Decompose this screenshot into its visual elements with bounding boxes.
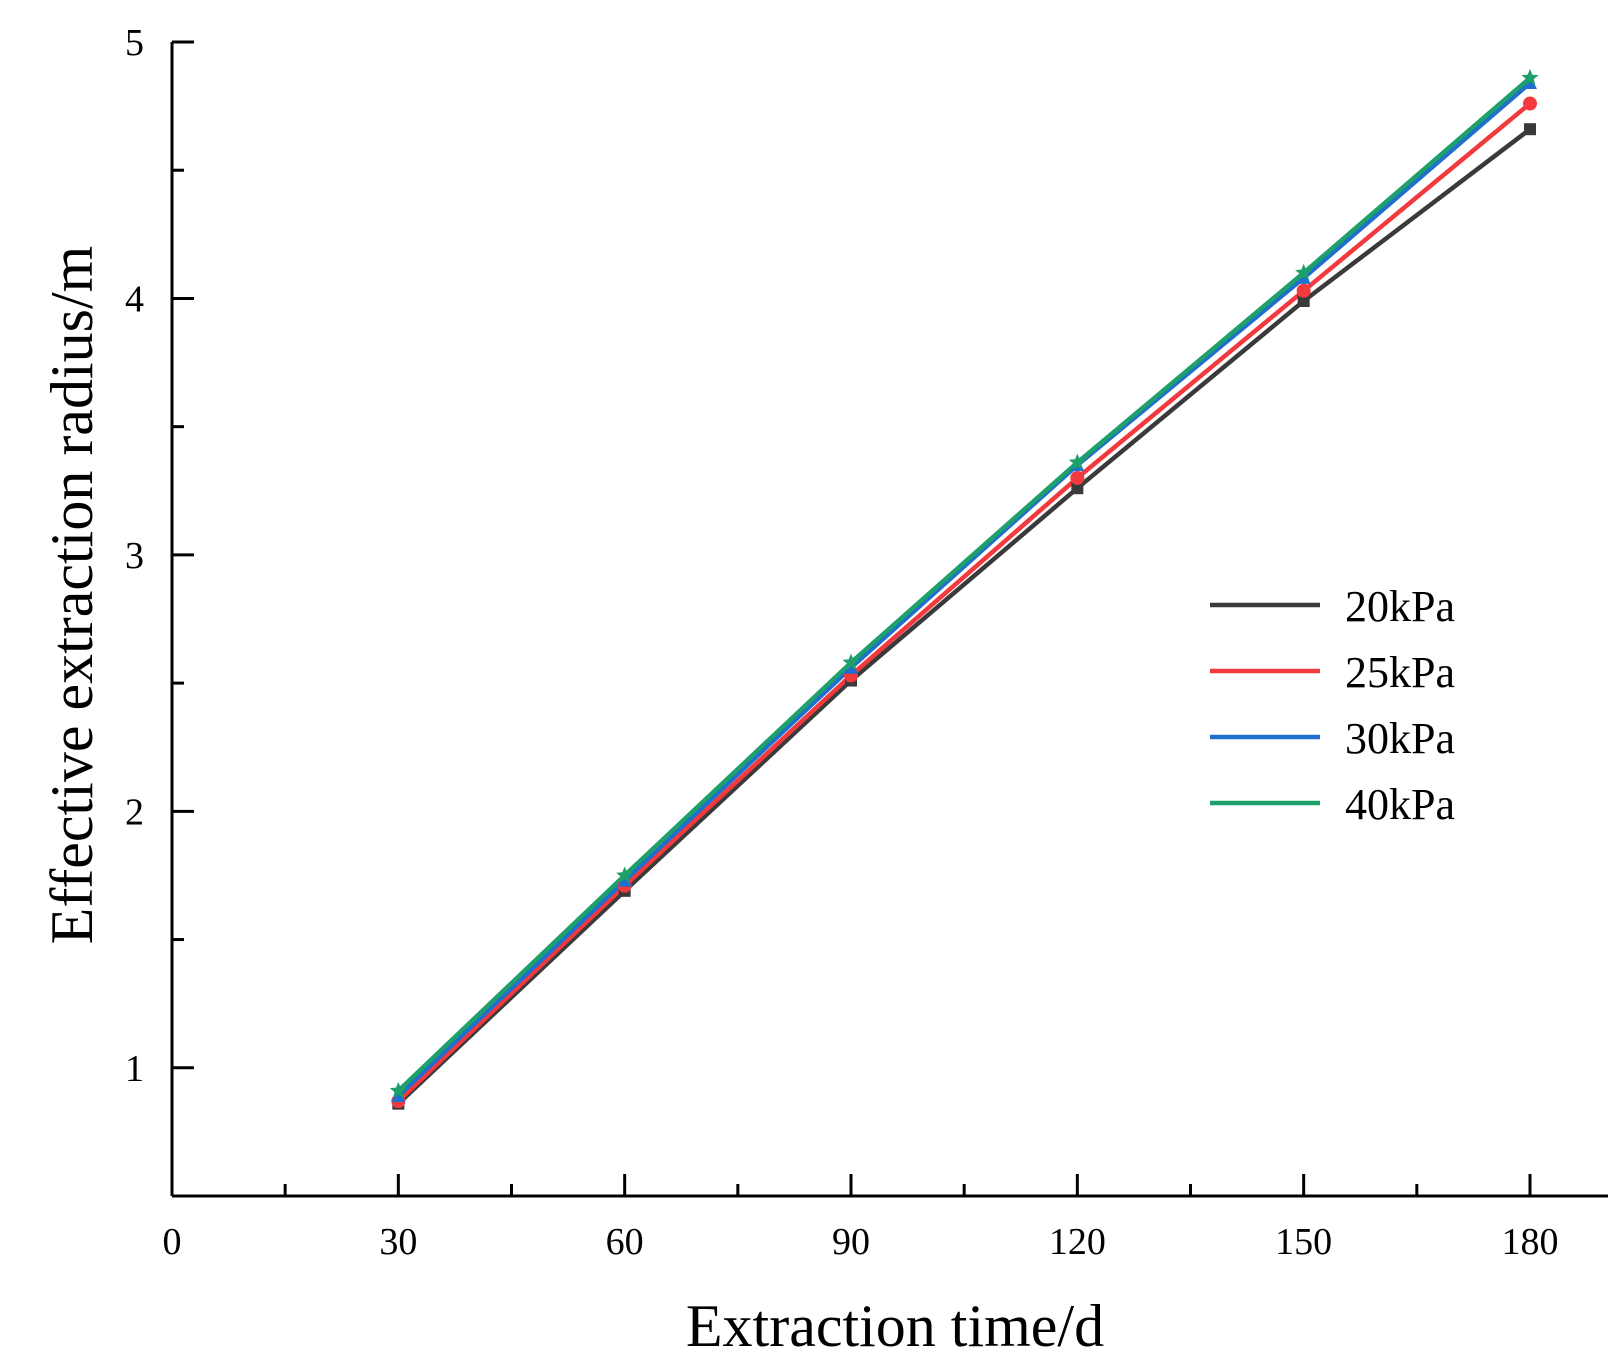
- series-line-20kpa: [396, 127, 1532, 1106]
- data-point-30kpa: [1523, 75, 1537, 90]
- data-point-40kpa: [389, 1081, 407, 1099]
- y-tick-label: 3: [125, 535, 144, 577]
- series-markers: [389, 68, 1539, 1110]
- y-tick-label: 2: [125, 791, 144, 833]
- data-point-30kpa: [391, 1087, 406, 1102]
- x-tick-label: 90: [832, 1221, 870, 1263]
- data-point-20kpa: [1524, 123, 1536, 136]
- y-tick-label: 1: [125, 1048, 144, 1090]
- series-lines: [396, 76, 1532, 1106]
- legend-label-30kpa: 30kPa: [1345, 714, 1455, 763]
- data-point-30kpa: [617, 872, 632, 887]
- x-tick-label: 150: [1275, 1221, 1332, 1263]
- y-tick-label: 4: [125, 278, 144, 320]
- x-tick-label: 0: [163, 1221, 182, 1263]
- legend: 20kPa 25kPa 30kPa 40kPa: [1210, 582, 1455, 829]
- series-line-30kpa: [396, 81, 1532, 1098]
- data-point-40kpa: [1068, 453, 1086, 470]
- y-tick-label: 5: [125, 22, 144, 64]
- x-tick-label: 120: [1049, 1221, 1106, 1263]
- data-point-20kpa: [1071, 482, 1084, 495]
- x-tick-label: 60: [606, 1221, 644, 1263]
- data-point-25kpa: [1296, 283, 1311, 298]
- legend-label-25kpa: 25kPa: [1345, 648, 1455, 697]
- data-point-25kpa: [1070, 470, 1085, 485]
- series-line-40kpa: [396, 76, 1532, 1093]
- data-point-30kpa: [1296, 269, 1311, 284]
- data-point-25kpa: [1523, 96, 1537, 111]
- legend-label-40kpa: 40kPa: [1345, 780, 1455, 829]
- data-point-40kpa: [616, 866, 634, 883]
- x-axis-title: Extraction time/d: [686, 1293, 1104, 1359]
- series-line-25kpa: [396, 101, 1532, 1103]
- x-tick-label: 180: [1502, 1221, 1559, 1263]
- data-point-20kpa: [1297, 295, 1310, 308]
- legend-label-20kpa: 20kPa: [1345, 582, 1455, 631]
- data-point-40kpa: [842, 653, 860, 670]
- data-point-40kpa: [1521, 68, 1539, 86]
- data-point-30kpa: [844, 659, 858, 674]
- x-tick-label: 30: [379, 1221, 417, 1263]
- data-point-40kpa: [1295, 263, 1313, 281]
- axes: 1 2 3 4 5 0 30 60 90 120 150 180: [125, 22, 1608, 1263]
- y-axis-title: Effective extraction radius/m: [39, 246, 105, 945]
